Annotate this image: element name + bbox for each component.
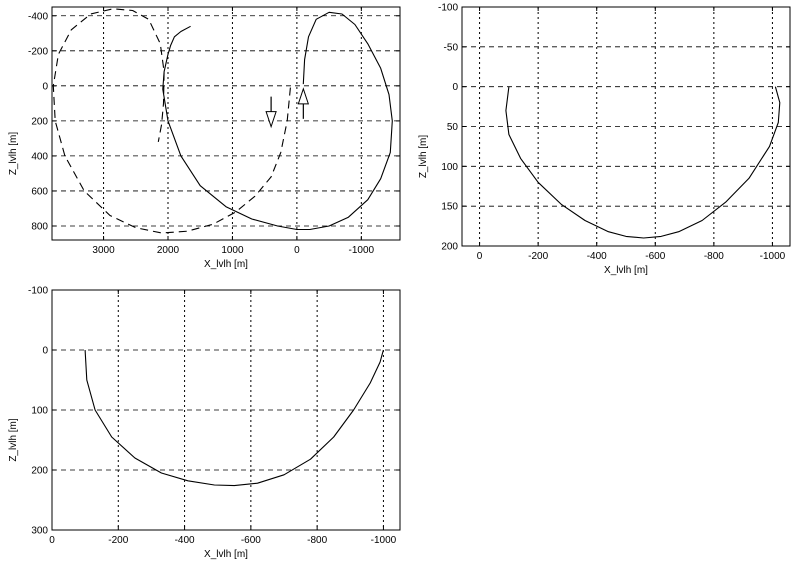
x-tick-label: -400 — [587, 251, 607, 262]
x-axis-label: X_lvlh [m] — [604, 265, 648, 276]
y-tick-label: -100 — [438, 3, 458, 14]
x-tick-label: -400 — [175, 535, 195, 546]
y-tick-label: 0 — [42, 346, 48, 357]
arrow-up-icon — [297, 87, 310, 119]
trajectory-line-1 — [505, 86, 781, 239]
x-tick-label: -1000 — [371, 535, 397, 546]
y-tick-label: 800 — [31, 221, 48, 232]
y-tick-label: 200 — [31, 466, 48, 477]
arrow-head — [265, 111, 277, 129]
trajectory-line-2 — [52, 8, 291, 234]
trajectory-line-1 — [84, 349, 384, 487]
x-tick-label: -800 — [704, 251, 724, 262]
plot-frame — [51, 6, 401, 241]
x-axis-label: X_lvlh [m] — [204, 549, 248, 560]
y-tick-label: 200 — [441, 242, 458, 253]
y-tick-label: 0 — [42, 81, 48, 92]
x-tick-label: -600 — [241, 535, 261, 546]
x-tick-label: -600 — [645, 251, 665, 262]
x-tick-label: 0 — [477, 251, 483, 262]
y-tick-label: 150 — [441, 202, 458, 213]
chart-panel-1: 3000 2000 1000 0 -1000 -400 -200 0 200 400 600 800 X… — [8, 6, 401, 270]
trajectory-line-1 — [162, 11, 393, 231]
y-tick-label: 50 — [447, 122, 459, 133]
x-tick-label: 2000 — [157, 245, 180, 256]
y-axis-label: Z_lvlh [m] — [8, 418, 19, 462]
y-axis-label: Z_lvlh [m] — [418, 135, 429, 179]
y-tick-label: -100 — [28, 286, 48, 297]
arrow-head — [297, 87, 310, 105]
x-tick-label: 1000 — [221, 245, 244, 256]
y-tick-label: 0 — [452, 82, 458, 93]
y-tick-label: 100 — [31, 406, 48, 417]
y-tick-label: 600 — [31, 186, 48, 197]
x-tick-label: 3000 — [92, 245, 115, 256]
chart-panel-3: 0 -200 -400 -600 -800 -1000-1000100200300X_lv… — [8, 286, 401, 560]
x-tick-label: 0 — [49, 535, 55, 546]
x-tick-label: -800 — [307, 535, 327, 546]
x-tick-label: -1000 — [760, 251, 786, 262]
y-tick-label: 400 — [31, 151, 48, 162]
x-tick-label: -1000 — [349, 245, 375, 256]
chart-panel-2: 0 -200 -400 -600 -800 -1000 -100 -50 0 50 100 150 20… — [418, 3, 791, 276]
y-tick-label: 300 — [31, 526, 48, 537]
y-tick-label: 100 — [441, 162, 458, 173]
x-axis-label: X_lvlh [m] — [204, 259, 248, 270]
x-tick-label: -200 — [528, 251, 548, 262]
x-tick-label: 0 — [294, 245, 300, 256]
y-axis-label: Z_lvlh [m] — [8, 132, 19, 176]
y-tick-label: -50 — [444, 42, 459, 53]
y-tick-label: -400 — [28, 11, 48, 22]
arrow-down-icon — [265, 96, 277, 129]
y-tick-label: 200 — [31, 116, 48, 127]
x-tick-label: -200 — [108, 535, 128, 546]
y-tick-label: -200 — [28, 46, 48, 57]
